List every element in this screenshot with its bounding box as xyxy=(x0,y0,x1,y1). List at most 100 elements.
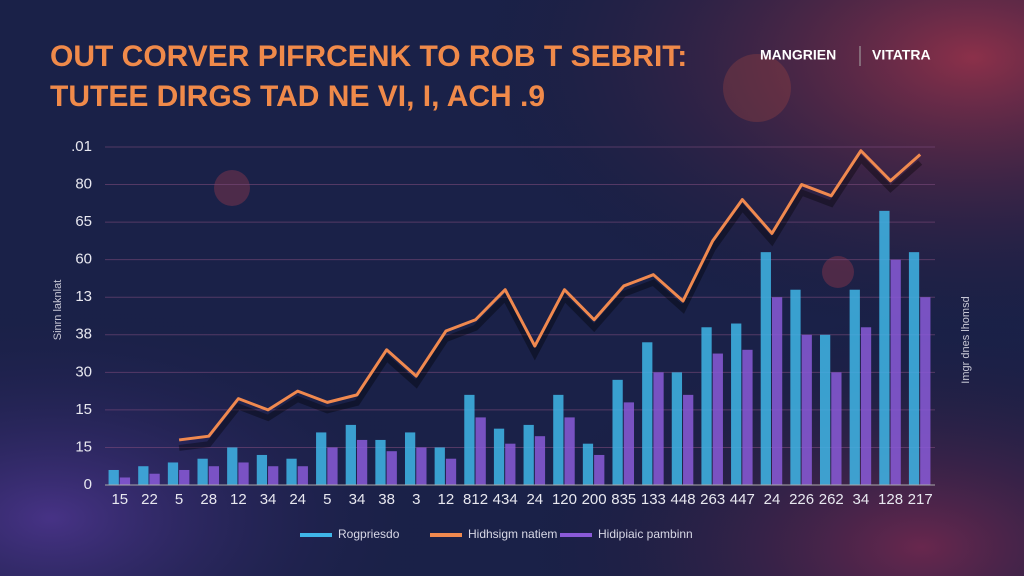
x-tick-label: 120 xyxy=(552,491,577,508)
bar xyxy=(534,436,546,485)
bar xyxy=(345,424,356,485)
bar xyxy=(771,297,783,485)
bar xyxy=(108,469,119,485)
x-tick-label: 434 xyxy=(493,491,518,508)
bar xyxy=(256,454,268,485)
x-tick-label: 812 xyxy=(463,491,488,508)
bar xyxy=(564,417,575,485)
bar xyxy=(119,477,131,485)
bar xyxy=(238,462,249,485)
bar xyxy=(505,443,516,485)
x-tick-label: 200 xyxy=(582,491,607,508)
x-tick-label: 226 xyxy=(789,491,814,508)
bar xyxy=(316,432,327,485)
legend-label: Hidhsigm natiem xyxy=(468,527,557,541)
x-tick-label: 24 xyxy=(526,491,543,508)
y-tick-label: 30 xyxy=(75,363,92,380)
bar xyxy=(434,447,445,485)
bar xyxy=(138,466,149,485)
y-tick-label: .01 xyxy=(71,138,92,155)
x-tick-label: 133 xyxy=(641,491,666,508)
bokeh xyxy=(214,170,250,206)
bar xyxy=(356,439,368,485)
bar xyxy=(523,424,534,485)
bar xyxy=(375,439,386,485)
bar xyxy=(553,394,564,485)
line xyxy=(178,149,922,442)
bar xyxy=(623,402,635,485)
bar xyxy=(653,372,664,485)
chart-subtitle: TUTEE DIRGS TAD NE VI, I, ACH .9 xyxy=(50,80,545,113)
bar xyxy=(712,353,723,485)
x-tick-label: 3 xyxy=(412,491,420,508)
line-shadow xyxy=(178,154,923,451)
y-tick-label: 0 xyxy=(84,476,92,493)
bar xyxy=(860,327,872,485)
bar xyxy=(760,252,771,485)
y-tick-label: 80 xyxy=(75,176,92,193)
chart-title: OUT CORVER PIFRCENK TO ROB T SEBRIT: xyxy=(50,40,687,73)
x-tick-label: 28 xyxy=(200,491,217,508)
bar xyxy=(890,259,901,485)
x-tick-label: 24 xyxy=(764,491,781,508)
bar xyxy=(612,379,623,485)
bar xyxy=(671,372,683,485)
bokeh xyxy=(723,54,791,122)
bar xyxy=(920,297,931,485)
x-tick-label: 448 xyxy=(671,491,696,508)
bar xyxy=(179,469,190,485)
y-tick-label: 15 xyxy=(75,401,92,418)
x-tick-label: 38 xyxy=(378,491,395,508)
bar xyxy=(908,252,920,485)
bar xyxy=(464,394,475,485)
y-tick-label: 65 xyxy=(75,213,92,230)
x-tick-label: 22 xyxy=(141,491,158,508)
x-tick-label: 128 xyxy=(878,491,903,508)
y-tick-label: 13 xyxy=(75,288,92,305)
bar xyxy=(790,289,801,485)
bar xyxy=(683,394,694,485)
x-tick-label: 217 xyxy=(908,491,933,508)
bar xyxy=(801,334,812,485)
bar xyxy=(582,443,594,485)
x-tick-label: 835 xyxy=(611,491,636,508)
y-axis-label: Sinrn laknlat xyxy=(52,280,64,341)
x-tick-label: 12 xyxy=(438,491,455,508)
x-tick-label: 5 xyxy=(323,491,331,508)
x-tick-label: 447 xyxy=(730,491,755,508)
bar xyxy=(594,454,605,485)
y-tick-label: 15 xyxy=(75,438,92,455)
bar xyxy=(701,327,712,485)
bar xyxy=(327,447,338,485)
x-tick-label: 15 xyxy=(111,491,128,508)
bar xyxy=(445,458,457,485)
x-tick-label: 263 xyxy=(700,491,725,508)
x-tick-label: 24 xyxy=(289,491,306,508)
legend-label: Hidipiaic pambinn xyxy=(598,527,693,541)
bar xyxy=(286,458,297,485)
bar xyxy=(493,428,505,485)
bar xyxy=(208,466,220,485)
logo: VITATRA xyxy=(872,47,931,63)
bar xyxy=(416,447,427,485)
bar xyxy=(227,447,238,485)
bar xyxy=(268,466,279,485)
bar xyxy=(386,451,397,485)
bar xyxy=(819,334,831,485)
bar xyxy=(879,210,890,485)
bar xyxy=(642,342,653,485)
y2-axis-label: Imgr dnes lhomsd xyxy=(960,296,972,383)
bokeh xyxy=(822,256,854,288)
y-tick-label: 38 xyxy=(75,326,92,343)
bar xyxy=(149,473,160,485)
bar xyxy=(167,462,179,485)
bar xyxy=(475,417,486,485)
x-tick-label: 34 xyxy=(260,491,277,508)
x-tick-label: 34 xyxy=(853,491,870,508)
bar xyxy=(742,349,753,485)
bar xyxy=(849,289,860,485)
logo: MANGRIEN xyxy=(760,47,836,63)
bar xyxy=(197,458,208,485)
